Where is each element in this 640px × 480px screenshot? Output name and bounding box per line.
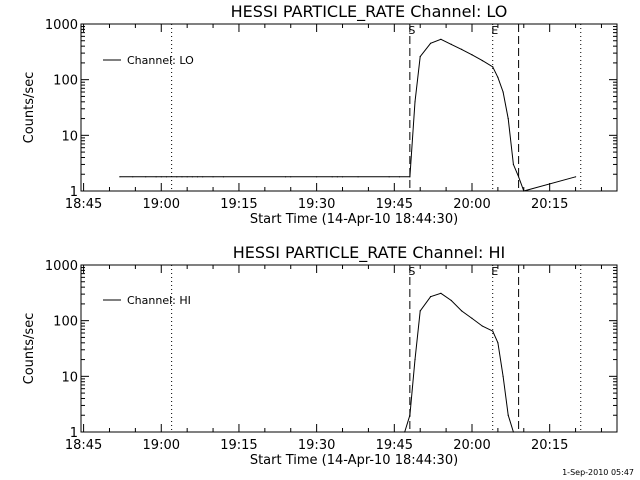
data-point: [481, 60, 483, 62]
chart-title: HESSI PARTICLE_RATE Channel: LO: [231, 2, 508, 22]
y-tick-label: 1: [70, 426, 78, 441]
data-point: [336, 176, 338, 178]
data-point: [450, 299, 452, 302]
data-point: [404, 431, 406, 433]
data-point: [202, 176, 204, 178]
data-point: [186, 176, 188, 178]
data-point: [341, 176, 344, 178]
event-marker-label: E: [491, 265, 498, 278]
data-point: [481, 325, 483, 327]
generation-timestamp: 1-Sep-2010 05:47: [562, 468, 634, 477]
data-point: [357, 176, 359, 178]
y-tick-label: 1: [70, 185, 78, 200]
data-point: [507, 414, 509, 416]
data-point: [492, 66, 494, 68]
series-line: [404, 292, 514, 433]
y-tick-label: 100: [53, 74, 78, 89]
data-point: [414, 101, 416, 103]
data-point: [502, 375, 504, 377]
x-tick-label: 19:15: [220, 197, 257, 212]
data-point: [429, 296, 432, 298]
data-point: [176, 176, 178, 178]
data-point: [471, 317, 473, 319]
data-point: [419, 55, 421, 58]
x-tick-label: 20:15: [531, 197, 568, 212]
data-point: [316, 176, 318, 178]
data-point: [155, 176, 157, 178]
x-axis-label: Start Time (14-Apr-10 18:44:30): [250, 212, 458, 227]
data-point: [440, 292, 442, 294]
data-point: [119, 176, 121, 178]
data-point: [461, 310, 463, 312]
data-point: [331, 176, 333, 178]
legend-label: Channel: LO: [127, 54, 194, 67]
data-point: [507, 117, 509, 120]
data-point: [181, 176, 183, 178]
data-point: [497, 342, 499, 344]
y-axis-label: Counts/sec: [22, 72, 37, 144]
data-point: [160, 176, 162, 178]
data-point: [574, 176, 577, 178]
data-point: [414, 358, 416, 361]
y-tick-label: 100: [53, 315, 78, 330]
data-point: [518, 176, 520, 178]
x-axis-label: Start Time (14-Apr-10 18:44:30): [250, 453, 458, 468]
y-tick-label: 1000: [45, 259, 78, 274]
y-tick-label: 10: [61, 370, 78, 385]
x-tick-label: 20:00: [453, 197, 490, 212]
data-point: [212, 176, 214, 178]
data-point: [191, 176, 193, 178]
data-point: [471, 54, 473, 56]
data-point: [450, 43, 452, 46]
x-tick-label: 19:00: [143, 197, 180, 212]
data-point: [196, 176, 199, 178]
data-point: [502, 91, 504, 93]
legend-label: Channel: HI: [127, 294, 191, 307]
plot-frame: [80, 264, 618, 433]
event-marker-label: S: [408, 24, 415, 37]
x-tick-label: 19:45: [376, 438, 413, 453]
data-point: [222, 176, 225, 178]
data-point: [440, 38, 442, 40]
x-tick-label: 19:15: [220, 438, 257, 453]
data-point: [497, 76, 499, 78]
y-tick-label: 1000: [45, 18, 78, 33]
hi-channel-panel: HESSI PARTICLE_RATE Channel: HI 1 10 100 100…: [22, 243, 618, 468]
data-point: [132, 176, 134, 178]
y-tick-label: 10: [61, 129, 78, 144]
data-point: [409, 414, 411, 416]
data-point: [398, 176, 401, 178]
data-point: [429, 42, 432, 44]
x-tick-label: 18:45: [65, 438, 102, 453]
x-tick-label: 20:15: [531, 438, 568, 453]
series-line: [119, 38, 576, 192]
data-point: [461, 48, 463, 50]
data-point: [409, 176, 411, 178]
data-point: [284, 176, 287, 178]
data-point: [492, 330, 494, 332]
x-tick-label: 18:45: [65, 197, 102, 212]
data-point: [165, 176, 168, 178]
data-point: [512, 163, 515, 166]
data-point: [512, 431, 515, 433]
x-tick-label: 20:00: [453, 438, 490, 453]
x-tick-label: 19:30: [298, 438, 335, 453]
data-point: [388, 176, 390, 178]
x-tick-label: 19:30: [298, 197, 335, 212]
chart-title: HESSI PARTICLE_RATE Channel: HI: [233, 243, 506, 263]
y-axis-label: Counts/sec: [22, 313, 37, 385]
plot-frame: [80, 23, 618, 192]
data-point: [523, 190, 525, 192]
x-tick-label: 19:00: [143, 438, 180, 453]
event-marker-label: S: [408, 265, 415, 278]
data-point: [419, 310, 421, 312]
lo-channel-panel: HESSI PARTICLE_RATE Channel: LO 1 10 100 100…: [22, 2, 618, 227]
event-marker-label: E: [491, 24, 498, 37]
data-point: [145, 176, 147, 178]
data-point: [290, 176, 292, 178]
x-tick-label: 19:45: [376, 197, 413, 212]
